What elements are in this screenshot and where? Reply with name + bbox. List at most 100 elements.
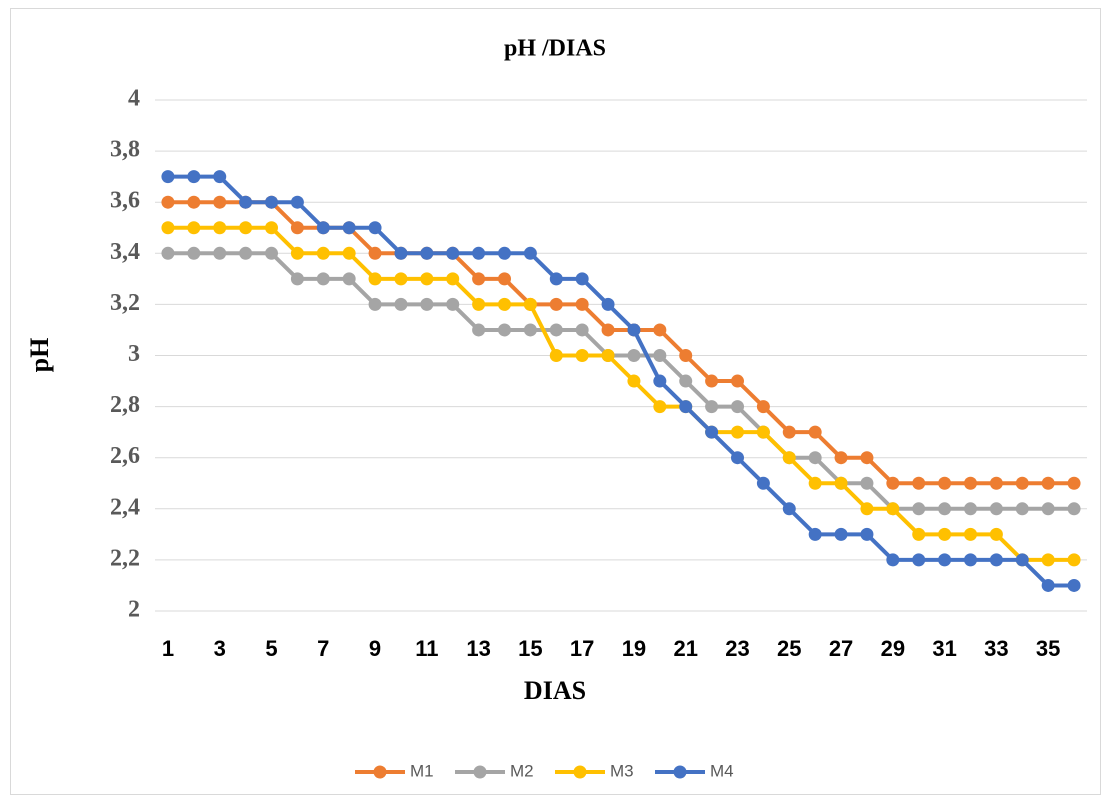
data-point (860, 527, 874, 541)
data-point (886, 553, 900, 567)
data-point (213, 221, 227, 235)
data-point (187, 195, 201, 209)
legend-label: M1 (410, 761, 434, 780)
data-point (1015, 502, 1029, 516)
data-point (912, 502, 926, 516)
data-point (964, 553, 977, 567)
data-point (601, 323, 615, 337)
x-tick-label: 33 (984, 636, 1008, 661)
data-point (912, 527, 926, 541)
data-point (627, 374, 641, 388)
data-point (834, 451, 848, 465)
data-point (420, 246, 434, 260)
data-point (161, 195, 175, 209)
data-point (964, 476, 977, 490)
data-point (394, 297, 408, 311)
x-tick-label: 3 (214, 636, 226, 661)
data-point (187, 246, 201, 260)
data-point (213, 170, 227, 184)
data-point (549, 349, 563, 362)
y-tick-label: 3,2 (110, 290, 140, 316)
x-tick-label: 11 (415, 636, 438, 661)
data-point (420, 297, 434, 311)
data-point (498, 272, 511, 286)
chart-frame (10, 8, 1101, 795)
x-tick-label: 15 (518, 636, 542, 661)
legend-marker (573, 765, 587, 779)
data-point (989, 527, 1003, 541)
data-point (239, 221, 253, 235)
data-point (342, 221, 356, 235)
y-tick-label: 3,4 (110, 239, 140, 265)
data-point (912, 476, 926, 490)
data-point (756, 400, 770, 414)
data-point (239, 195, 253, 209)
data-point (290, 195, 304, 209)
data-point (1067, 578, 1081, 592)
data-point (290, 246, 304, 260)
x-tick-label: 9 (369, 636, 381, 661)
data-point (1067, 476, 1081, 490)
x-tick-label: 27 (829, 636, 853, 661)
chart-title: pH /DIAS (504, 36, 606, 62)
data-point (523, 246, 537, 260)
data-point (472, 272, 486, 286)
data-point (290, 221, 304, 235)
y-tick-label: 3 (128, 341, 140, 367)
data-point (601, 297, 615, 311)
y-tick-label: 2,2 (110, 545, 140, 571)
x-tick-label: 13 (466, 636, 490, 661)
data-point (446, 246, 460, 260)
data-point (938, 502, 952, 516)
data-point (834, 476, 848, 490)
data-point (653, 349, 667, 362)
data-point (213, 246, 227, 260)
data-point (265, 195, 278, 209)
data-point (187, 221, 201, 235)
legend-marker (373, 765, 387, 779)
data-point (938, 476, 952, 490)
data-point (549, 272, 563, 286)
data-point (523, 297, 537, 311)
data-point (575, 272, 589, 286)
data-point (731, 374, 744, 388)
data-point (161, 246, 175, 260)
y-axis-label: pH (25, 338, 54, 373)
data-point (756, 476, 770, 490)
data-point (705, 374, 719, 388)
legend-label: M3 (610, 761, 634, 780)
y-tick-label: 2,8 (110, 392, 140, 418)
data-point (265, 246, 278, 260)
x-tick-label: 31 (932, 636, 956, 661)
data-point (886, 502, 900, 516)
y-tick-label: 2 (128, 597, 140, 623)
data-point (316, 221, 330, 235)
y-tick-label: 3,8 (110, 137, 140, 163)
data-point (808, 476, 822, 490)
data-point (808, 425, 822, 439)
data-point (446, 297, 460, 311)
data-point (679, 349, 693, 362)
data-point (808, 527, 822, 541)
x-tick-label: 1 (162, 636, 174, 661)
legend-label: M4 (710, 761, 734, 780)
data-point (368, 246, 382, 260)
data-point (834, 527, 848, 541)
data-point (1041, 553, 1055, 567)
x-tick-label: 21 (673, 636, 697, 661)
data-point (938, 527, 952, 541)
data-point (860, 476, 874, 490)
data-point (187, 170, 201, 184)
data-point (860, 451, 874, 465)
data-point (342, 246, 356, 260)
data-point (498, 323, 511, 337)
data-point (938, 553, 952, 567)
data-point (679, 374, 693, 388)
x-tick-label: 19 (622, 636, 646, 661)
data-point (575, 297, 589, 311)
data-point (549, 323, 563, 337)
data-point (265, 221, 278, 235)
data-point (394, 272, 408, 286)
data-point (731, 400, 744, 414)
